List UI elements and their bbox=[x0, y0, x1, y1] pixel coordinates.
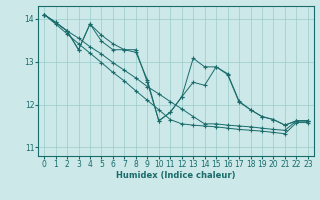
X-axis label: Humidex (Indice chaleur): Humidex (Indice chaleur) bbox=[116, 171, 236, 180]
